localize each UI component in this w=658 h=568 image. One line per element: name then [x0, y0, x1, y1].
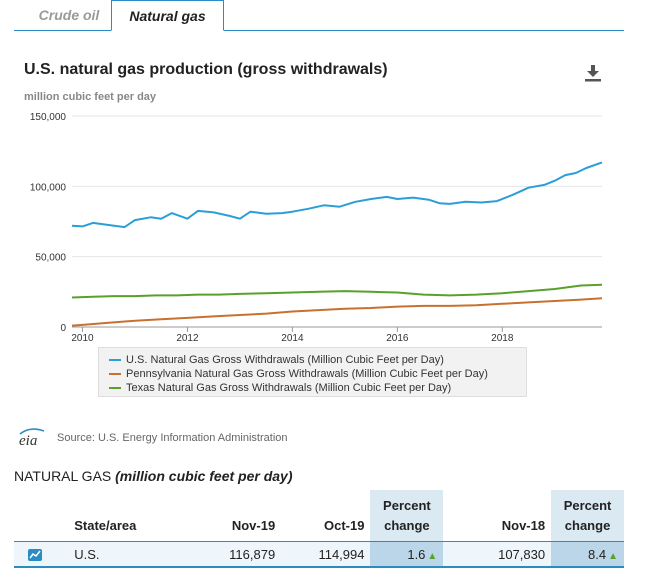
tab-natural-gas[interactable]: Natural gas: [111, 0, 224, 31]
series-line-texas: [71, 283, 603, 299]
chart-title: U.S. natural gas production (gross withd…: [24, 61, 388, 78]
x-tick-label: 2016: [386, 333, 409, 344]
column-header-nov19[interactable]: Nov-19: [191, 490, 282, 542]
header-line: Percent: [383, 498, 431, 513]
cell-nov18: 107,830: [443, 541, 552, 568]
table-row[interactable]: U.S. 116,879 114,994 1.6 ▲ 107,830 8.4 ▲: [14, 541, 624, 568]
icon-column-header: [14, 490, 69, 542]
legend-swatch: [109, 373, 121, 376]
legend-swatch: [109, 387, 121, 390]
legend-label: Pennsylvania Natural Gas Gross Withdrawa…: [126, 368, 488, 380]
cell-percent-change-1: 1.6 ▲: [370, 541, 444, 568]
line-chart: 0 50,000 100,000 150,000 2010 2012 2014 2016 201…: [30, 112, 603, 344]
header-line: Percent: [563, 498, 612, 513]
legend-item-texas[interactable]: Texas Natural Gas Gross Withdrawals (Mil…: [109, 381, 526, 395]
line-chart-icon[interactable]: [28, 549, 42, 562]
column-header-nov18[interactable]: Nov-18: [443, 490, 552, 542]
header-line: change: [384, 518, 430, 533]
cell-value: 8.4: [588, 546, 607, 562]
x-tick-label: 2010: [71, 333, 94, 344]
section-title-main: NATURAL GAS: [14, 468, 112, 484]
column-header-percent-change-1[interactable]: Percent change: [370, 490, 444, 542]
tab-crude-oil[interactable]: Crude oil: [38, 7, 100, 23]
cell-state: U.S.: [68, 541, 192, 568]
download-icon[interactable]: [583, 64, 603, 82]
up-arrow-icon: ▲: [608, 550, 618, 562]
column-header-oct19[interactable]: Oct-19: [281, 490, 371, 542]
header-line: change: [564, 518, 611, 533]
tab-bar: Crude oil Natural gas: [14, 0, 624, 31]
cell-percent-change-2: 8.4 ▲: [551, 541, 624, 568]
x-tick-label: 2014: [281, 333, 304, 344]
cell-oct19: 114,994: [281, 541, 371, 568]
source-text: Source: U.S. Energy Information Administ…: [57, 432, 288, 444]
column-header-percent-change-2[interactable]: Percent change: [551, 490, 624, 542]
svg-text:eia: eia: [19, 433, 37, 449]
y-axis-unit-label: million cubic feet per day: [24, 91, 157, 103]
table-header-row: State/area Nov-19 Oct-19 Percent change N…: [14, 490, 624, 542]
natural-gas-table: State/area Nov-19 Oct-19 Percent change N…: [14, 490, 624, 568]
legend-label: Texas Natural Gas Gross Withdrawals (Mil…: [126, 382, 452, 394]
legend-label: U.S. Natural Gas Gross Withdrawals (Mill…: [126, 354, 444, 366]
y-tick-label: 50,000: [35, 253, 66, 264]
section-title-units: (million cubic feet per day): [115, 468, 293, 484]
series-line-us: [71, 161, 603, 229]
legend-item-us[interactable]: U.S. Natural Gas Gross Withdrawals (Mill…: [109, 353, 526, 367]
legend-item-pennsylvania[interactable]: Pennsylvania Natural Gas Gross Withdrawa…: [109, 367, 526, 381]
cell-value: 1.6: [407, 546, 426, 562]
y-tick-label: 0: [60, 323, 66, 334]
row-chart-icon-cell[interactable]: [14, 541, 69, 568]
chart-legend: U.S. Natural Gas Gross Withdrawals (Mill…: [98, 347, 527, 397]
up-arrow-icon: ▲: [427, 550, 438, 562]
cell-nov19: 116,879: [191, 541, 282, 568]
y-tick-label: 100,000: [30, 182, 67, 193]
x-tick-label: 2018: [491, 333, 514, 344]
y-tick-label: 150,000: [30, 112, 67, 123]
column-header-state[interactable]: State/area: [68, 490, 192, 542]
series-line-pennsylvania: [71, 297, 603, 327]
x-tick-label: 2012: [176, 333, 199, 344]
eia-logo: eia: [19, 428, 45, 449]
section-title: NATURAL GAS (million cubic feet per day): [14, 468, 293, 484]
legend-swatch: [109, 359, 121, 362]
